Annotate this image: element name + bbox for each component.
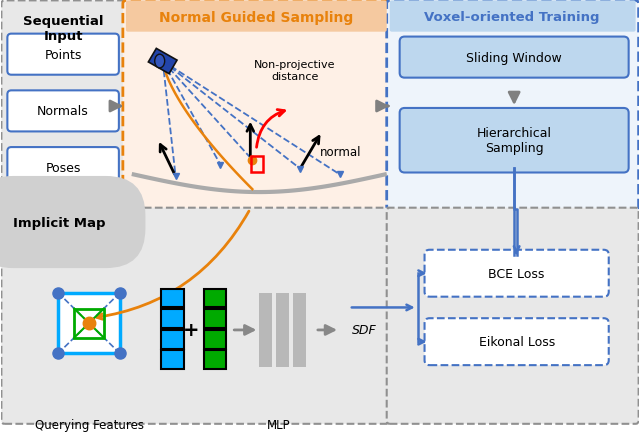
Text: MLP: MLP (268, 418, 291, 431)
Text: Eikonal Loss: Eikonal Loss (479, 335, 555, 349)
FancyBboxPatch shape (161, 351, 184, 369)
FancyBboxPatch shape (387, 1, 639, 212)
Text: Sequential
Input: Sequential Input (23, 15, 104, 43)
FancyBboxPatch shape (8, 35, 119, 76)
Text: BCE Loss: BCE Loss (488, 267, 545, 280)
FancyBboxPatch shape (204, 289, 227, 308)
Text: Sliding Window: Sliding Window (467, 52, 562, 65)
FancyBboxPatch shape (399, 37, 628, 79)
Text: SDF: SDF (352, 324, 376, 337)
Text: Points: Points (44, 49, 82, 62)
FancyBboxPatch shape (424, 250, 609, 297)
Text: normal: normal (320, 146, 362, 159)
Text: Normals: Normals (37, 105, 89, 118)
FancyBboxPatch shape (8, 91, 119, 132)
FancyBboxPatch shape (126, 1, 387, 33)
FancyBboxPatch shape (58, 293, 120, 354)
FancyBboxPatch shape (161, 310, 184, 328)
Text: Querying Features: Querying Features (35, 418, 143, 431)
FancyBboxPatch shape (204, 330, 227, 349)
Ellipse shape (155, 55, 164, 69)
FancyBboxPatch shape (387, 208, 639, 424)
FancyBboxPatch shape (204, 310, 227, 328)
Text: Hierarchical
Sampling: Hierarchical Sampling (477, 127, 552, 155)
FancyBboxPatch shape (293, 293, 306, 367)
FancyBboxPatch shape (1, 1, 126, 212)
Text: +: + (183, 321, 200, 340)
FancyBboxPatch shape (424, 319, 609, 365)
Text: Normal Guided Sampling: Normal Guided Sampling (159, 11, 353, 25)
Text: Voxel-oriented Training: Voxel-oriented Training (424, 11, 600, 24)
Text: Poses: Poses (45, 162, 81, 175)
Text: Implicit Map: Implicit Map (13, 216, 106, 229)
Polygon shape (148, 49, 177, 75)
Text: Non-projective
distance: Non-projective distance (254, 60, 336, 82)
FancyBboxPatch shape (204, 351, 227, 369)
FancyBboxPatch shape (259, 293, 272, 367)
FancyBboxPatch shape (399, 108, 628, 173)
FancyBboxPatch shape (8, 148, 119, 189)
FancyBboxPatch shape (276, 293, 289, 367)
FancyBboxPatch shape (123, 1, 390, 212)
FancyBboxPatch shape (161, 330, 184, 349)
FancyBboxPatch shape (390, 1, 636, 33)
FancyBboxPatch shape (161, 289, 184, 308)
FancyBboxPatch shape (1, 208, 390, 424)
